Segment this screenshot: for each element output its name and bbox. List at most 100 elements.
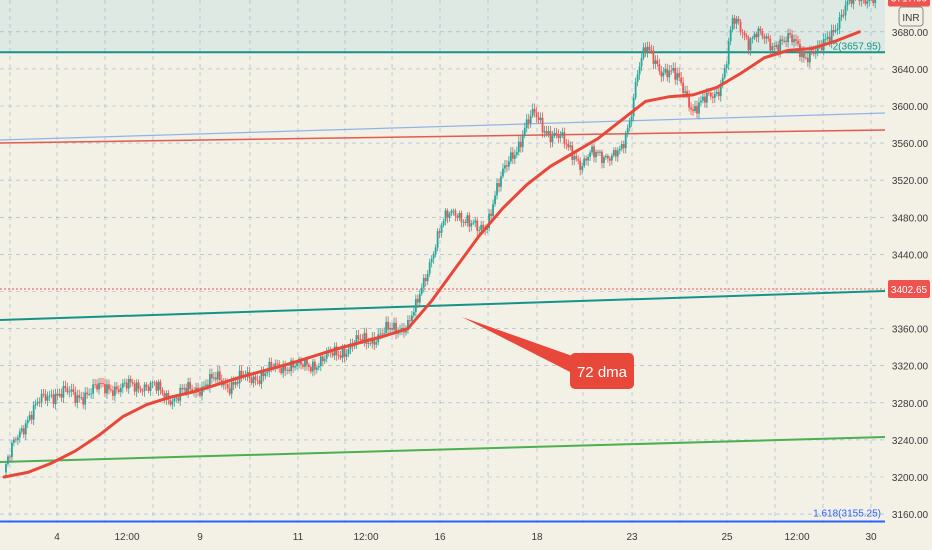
candle-body	[72, 389, 75, 392]
dma-callout[interactable]: 72 dma	[462, 317, 634, 389]
candle-body	[543, 131, 546, 133]
candle-body	[16, 437, 19, 440]
candle-body	[769, 38, 772, 51]
candle-body	[92, 384, 94, 394]
candle-body	[228, 388, 231, 394]
candle-body	[806, 57, 809, 63]
candle-body	[706, 92, 708, 103]
candle-body	[143, 384, 146, 392]
candle-body	[585, 158, 588, 161]
candle-body	[761, 30, 764, 37]
candle-body	[763, 36, 766, 39]
candle-body	[123, 382, 126, 384]
candle-body	[199, 391, 201, 396]
candle-body	[20, 428, 23, 432]
candle-body	[662, 72, 665, 77]
candle-body	[428, 262, 431, 274]
candle-body	[852, 0, 855, 4]
candle-body	[450, 210, 453, 214]
time-tick-label: 4	[54, 532, 60, 543]
candle-body	[302, 364, 304, 367]
candle-body	[500, 176, 502, 187]
candle-body	[288, 369, 291, 372]
fib-label: 1.618(3155.25)	[813, 509, 881, 520]
candle-body	[127, 379, 130, 389]
candle-body	[117, 389, 120, 392]
candle-body	[579, 160, 582, 170]
price-axis[interactable]: 3160.00 3200.00 3240.00 3280.00 3320.00 3360.…	[888, 0, 932, 523]
candle-body	[11, 442, 13, 458]
candle-body	[793, 39, 795, 43]
time-tick-label: 16	[434, 532, 446, 543]
price-tick-label: 3520.00	[892, 176, 929, 187]
candle-body	[345, 354, 348, 357]
candle-body	[785, 40, 787, 43]
time-axis[interactable]: 4 12:00 9 11 12:00 16 18 23 25 12:00 30	[0, 523, 932, 550]
candle-body	[139, 388, 142, 391]
candle-body	[389, 328, 391, 330]
candle-body	[610, 155, 613, 161]
candle-body	[54, 393, 57, 405]
price-tick-label: 3160.00	[892, 510, 929, 521]
candle-body	[96, 384, 98, 390]
candle-body	[214, 377, 217, 380]
candle-body	[539, 117, 542, 121]
last-price-tag	[888, 0, 930, 7]
upper-zone-fill	[0, 0, 885, 53]
candle-body	[519, 141, 522, 148]
candle-body	[634, 81, 637, 98]
candle-body	[341, 348, 344, 358]
candle-body	[569, 145, 572, 148]
candle-body	[9, 456, 11, 458]
candle-body	[502, 168, 504, 177]
candle-body	[129, 379, 132, 383]
candle-body	[715, 91, 718, 94]
candle-body	[94, 384, 96, 386]
candle-body	[90, 393, 93, 395]
candle-body	[108, 384, 110, 390]
candle-body	[153, 382, 156, 384]
candle-body	[589, 152, 591, 157]
currency-button[interactable]: INR	[898, 6, 924, 27]
candle-body	[222, 383, 225, 386]
candle-body	[452, 210, 455, 212]
candle-body	[343, 348, 346, 357]
candle-body	[102, 383, 104, 384]
candle-body	[601, 151, 603, 164]
candle-body	[551, 135, 554, 143]
candle-body	[733, 18, 736, 24]
candle-body	[159, 381, 162, 390]
candle-body	[686, 91, 688, 96]
candle-body	[393, 322, 395, 330]
candle-body	[694, 105, 696, 112]
candle-body	[511, 152, 514, 159]
marked-price-value: 3402.65	[891, 285, 928, 296]
candle-body	[690, 107, 692, 110]
candle-body	[268, 361, 271, 372]
candle-body	[735, 18, 738, 24]
candle-body	[86, 392, 89, 395]
candle-body	[777, 44, 780, 53]
candle-body	[846, 1, 849, 6]
time-axis-bg	[0, 523, 932, 550]
candle-body	[765, 36, 768, 39]
last-price-value: 3717.00	[891, 0, 928, 4]
candle-body	[531, 109, 534, 116]
candle-body	[775, 44, 778, 47]
candle-body	[587, 156, 589, 161]
time-tick-label: 23	[626, 532, 638, 543]
candle-body	[656, 60, 659, 65]
candle-body	[163, 393, 166, 400]
candle-body	[597, 151, 599, 153]
candle-body	[515, 152, 518, 155]
candle-body	[331, 352, 334, 356]
candle-body	[115, 386, 118, 390]
price-tick-label: 3280.00	[892, 399, 929, 410]
candle-body	[474, 220, 477, 223]
candle-body	[252, 376, 255, 384]
candle-body	[157, 381, 160, 391]
candle-body	[442, 221, 445, 226]
candle-body	[203, 386, 205, 388]
